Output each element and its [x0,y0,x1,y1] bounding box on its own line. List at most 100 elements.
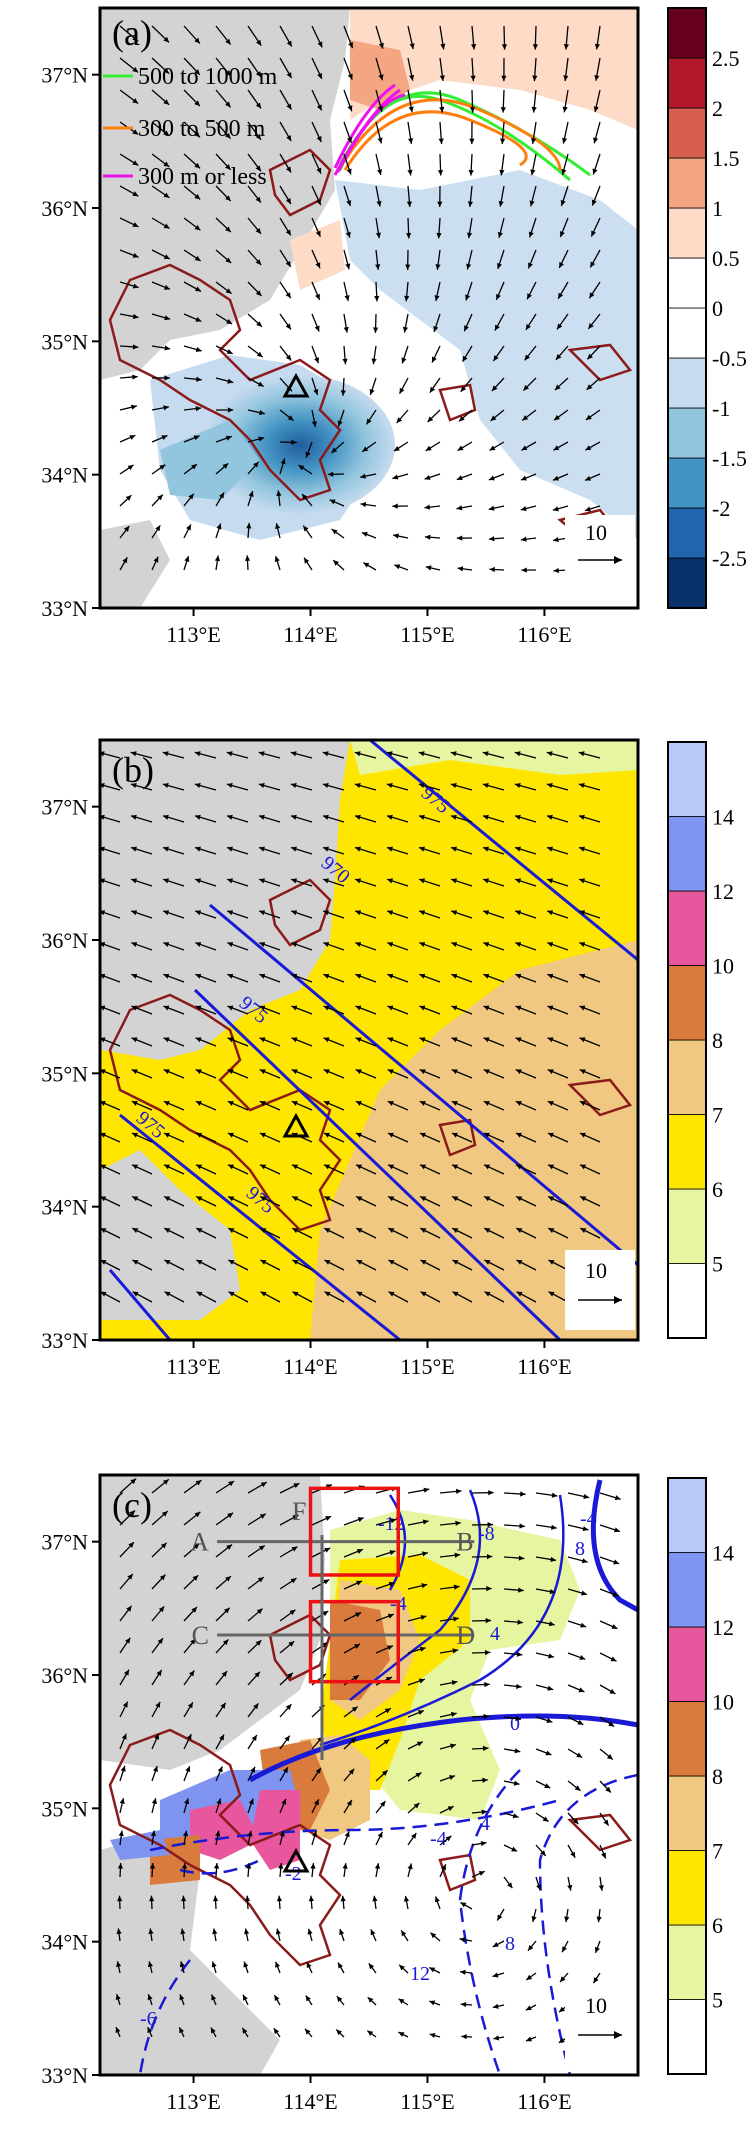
wind-vector-head [327,471,334,477]
wind-vector-head [303,525,309,532]
wind-vector-head [323,910,330,916]
wind-vector-head [560,1976,566,1983]
wind-vector-head [610,1656,617,1662]
wind-vector-head [531,1916,537,1922]
wind-vector-head [598,1885,604,1891]
panel-label-a: (a) [112,13,152,53]
wind-vector-head [554,384,561,391]
wind-vector-head [285,260,291,267]
wind-vector-head [288,1641,295,1647]
wind-vector-head [315,1767,321,1774]
wind-vector-head [191,464,197,470]
colorbar-label: -0.5 [712,346,747,371]
wind-vector-head [259,1101,266,1106]
colorbar-label: 0 [712,296,723,321]
wind-vector-head [548,1259,555,1265]
wind-vector-head [350,1737,357,1744]
wind-vector-head [452,1164,459,1170]
wind-vector-head [574,1785,581,1791]
wind-vector-head [484,1259,491,1265]
wind-vector-head [520,536,527,542]
wind-vector-head [532,75,538,82]
wind-vector-head [372,327,379,333]
wind-vector-head [418,751,425,757]
wind-vector-head [132,129,139,135]
wind-vector-head [184,556,190,563]
wind-vector-head [578,751,585,757]
wind-vector-head [164,1228,171,1233]
wind-vector-head [567,1884,573,1891]
wind-vector-head [340,390,346,396]
wind-vector-head [130,404,137,410]
wind-vector-head [315,262,321,269]
wind-vector-head [420,1196,427,1202]
wind-vector-head [258,783,265,789]
wind-vector-head [482,814,489,820]
wind-vector-head [228,1164,235,1170]
wind-vector-head [130,846,137,852]
wind-vector-head [375,264,381,270]
wind-vector-head [464,325,469,332]
wind-vector-head [163,1069,170,1075]
wind-vector-head [348,42,354,49]
wind-vector-head [259,878,266,884]
wind-vector-head [227,1037,234,1043]
wind-vector-head [608,1721,615,1727]
wind-vector-head [522,415,529,421]
wind-vector-head [352,1675,359,1681]
wind-vector-head [342,358,348,365]
wind-vector-head [456,535,463,541]
colorbar-label: 8 [712,1764,723,1789]
wind-vector-head [116,1961,122,1968]
wind-vector-head [471,43,477,50]
wind-vector-head [325,1516,332,1521]
wind-vector-head [407,169,413,176]
wind-vector-head [425,565,432,571]
wind-vector-head [344,1831,350,1838]
wind-vector-head [579,973,586,979]
wind-vector-head [553,567,559,574]
x-tick-label: 116°E [517,2089,571,2114]
wind-vector-head [225,288,232,294]
panel-b: 975 970 975 975 975 10 (b) 113°E 114°E 115… [41,738,734,1379]
colorbar-label: 0.5 [712,246,740,271]
wind-vector-head [552,506,559,512]
wind-vector-head [316,167,322,174]
contour-label-c-11: 8 [505,1933,515,1955]
x-tick-label: 115°E [400,2089,454,2114]
wind-vector-head [561,168,567,175]
wind-vector-head [126,1605,132,1612]
wind-vector-head [579,878,586,884]
wind-vector-head [420,1259,427,1265]
wind-vector-head [427,416,434,423]
wind-vector-head [366,418,372,425]
wind-vector-head [226,349,233,354]
wind-vector-head [100,1228,107,1233]
wind-vector-head [355,1037,362,1043]
wind-vector-head [260,1164,267,1170]
wind-vector-head [132,1228,139,1233]
wind-vector-head [258,436,265,442]
wind-vector-head [525,2036,532,2042]
wind-vector-head [290,1578,297,1584]
wind-vector-head [259,942,266,947]
wind-vector-head [419,942,426,947]
wind-vector-head [152,1766,158,1772]
wind-vector-head [547,942,554,947]
wind-vector-head [540,1850,546,1856]
wind-vector-head [516,1196,523,1202]
wind-vector-head [547,1685,554,1691]
wind-vector-head [547,910,554,916]
wind-vector-head [226,1544,233,1550]
wind-vector-head [559,2006,565,2013]
wind-vector-head [259,410,265,416]
wind-vector-head [483,942,490,947]
wind-vector-head [194,751,201,757]
wind-vector-head [527,1944,534,1951]
wind-vector-head [190,1638,196,1645]
wind-vector-head [195,346,202,353]
wind-vector-head [256,351,263,358]
wind-vector-head [544,1783,551,1789]
wind-vector-head [563,43,569,50]
y-tick-label: 36°N [41,1663,88,1688]
